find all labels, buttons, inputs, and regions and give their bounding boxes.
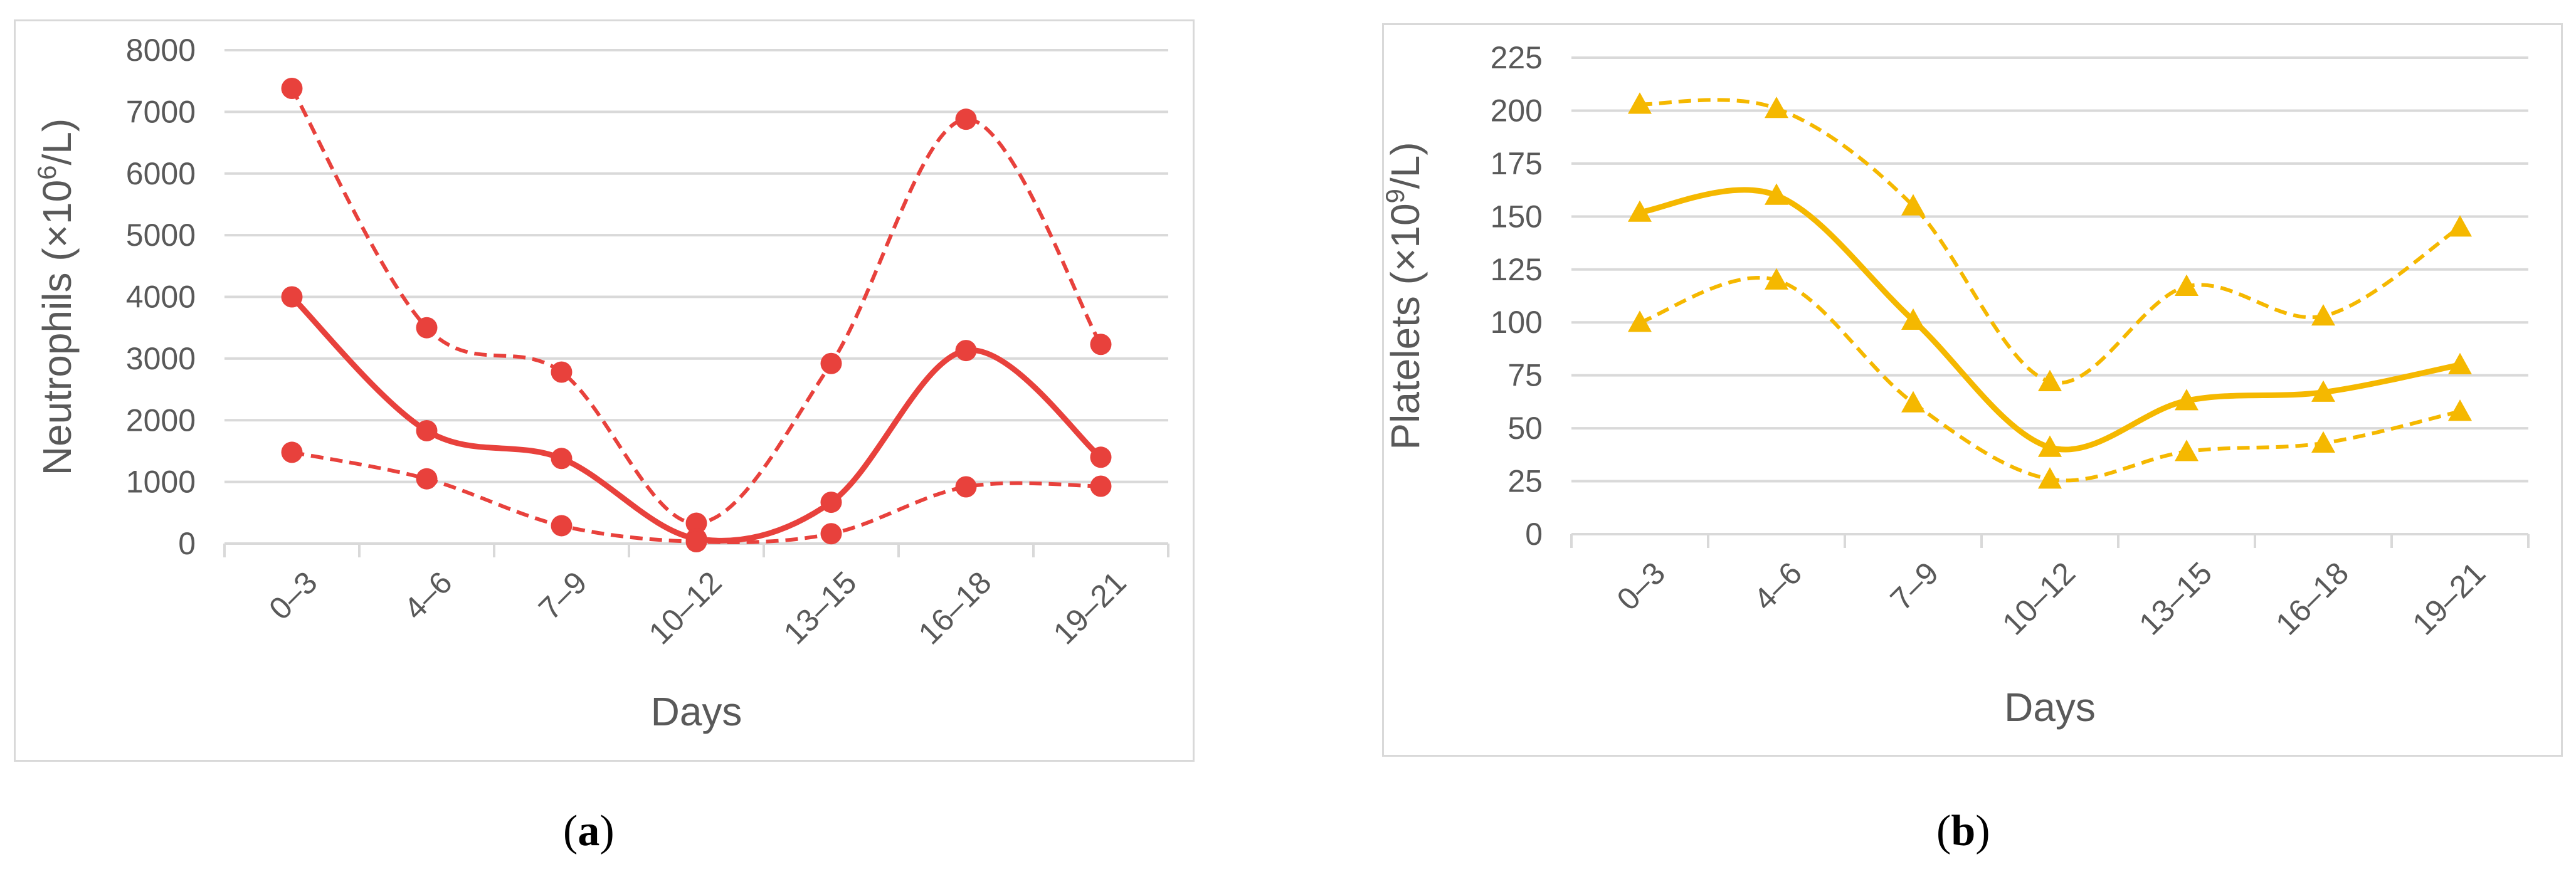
data-point	[2448, 399, 2472, 421]
data-point	[2175, 274, 2199, 296]
y-tick-label: 8000	[126, 33, 196, 68]
data-point	[1090, 446, 1112, 468]
y-tick-label: 0	[178, 526, 196, 561]
data-point	[2038, 435, 2062, 457]
x-tick-label: 7–9	[532, 565, 594, 627]
y-tick-label: 225	[1491, 40, 1543, 75]
data-point	[820, 492, 842, 513]
data-point	[2038, 369, 2062, 391]
y-axis-label: Neutrophils (×106/L)	[32, 118, 80, 475]
data-point	[955, 108, 977, 130]
data-point	[685, 512, 707, 534]
y-tick-label: 0	[1525, 517, 1543, 552]
y-tick-label: 2000	[126, 403, 196, 438]
y-tick-label: 7000	[126, 94, 196, 129]
x-tick-label: 10–12	[642, 565, 729, 651]
data-point	[1628, 92, 1652, 114]
data-point	[1090, 334, 1112, 355]
platelets-chart: 0 25 50 75 100 125 150 175 200 225 0–3 4–6 7–9 10–12…	[1384, 40, 2530, 730]
y-tick-label: 100	[1491, 305, 1543, 340]
caption-a: (a)	[563, 807, 615, 855]
x-tick-label: 0–3	[1610, 555, 1672, 618]
y-tick-label: 50	[1507, 411, 1543, 446]
data-point	[2175, 440, 2199, 461]
x-axis-label: Days	[651, 689, 742, 734]
data-point	[820, 523, 842, 545]
x-tick-label: 16–18	[912, 565, 998, 651]
caption-b: (b)	[1936, 807, 1990, 855]
x-tick-label: 4–6	[397, 565, 459, 627]
data-point	[2448, 352, 2472, 374]
data-point	[955, 340, 977, 362]
data-point	[1901, 391, 1925, 413]
data-point	[2038, 467, 2062, 489]
y-tick-label: 175	[1491, 146, 1543, 181]
y-tick-label: 5000	[126, 218, 196, 253]
x-tick-label: 7–9	[1884, 555, 1946, 618]
data-point	[1765, 268, 1788, 290]
data-point	[281, 441, 303, 463]
data-point	[416, 468, 438, 490]
x-tick-label: 19–21	[2405, 555, 2492, 642]
data-point	[955, 476, 977, 498]
y-tick-label: 25	[1507, 464, 1543, 499]
data-point	[1765, 97, 1788, 118]
y-tick-label: 125	[1491, 252, 1543, 287]
data-point	[551, 361, 573, 383]
data-point	[281, 77, 303, 99]
data-point	[1901, 308, 1925, 330]
data-point	[1628, 200, 1652, 222]
data-point	[1765, 183, 1788, 205]
x-tick-label: 4–6	[1747, 555, 1809, 618]
data-point	[2311, 431, 2335, 453]
data-point	[1901, 194, 1925, 216]
data-point	[2311, 380, 2335, 402]
data-point	[416, 317, 438, 339]
y-tick-label: 6000	[126, 156, 196, 191]
data-point	[2175, 389, 2199, 411]
chart-panel-platelets: 0 25 50 75 100 125 150 175 200 225 0–3 4–6 7–9 10–12…	[1382, 23, 2563, 757]
data-point	[820, 352, 842, 374]
data-point	[2311, 304, 2335, 326]
x-tick-label: 19–21	[1047, 565, 1133, 651]
y-tick-label: 75	[1507, 358, 1543, 393]
data-point	[281, 286, 303, 308]
y-tick-label: 3000	[126, 341, 196, 376]
series-line-1	[290, 87, 1103, 525]
y-tick-label: 1000	[126, 465, 196, 500]
data-point	[551, 448, 573, 470]
series-line-2	[290, 295, 1103, 544]
data-point	[1090, 475, 1112, 497]
data-point	[551, 515, 573, 537]
y-tick-label: 200	[1491, 93, 1543, 128]
x-tick-label: 0–3	[262, 565, 324, 627]
y-tick-label: 4000	[126, 280, 196, 315]
x-axis-label: Days	[2004, 685, 2096, 730]
series-line-1	[1639, 98, 2461, 385]
x-tick-label: 16–18	[2269, 555, 2355, 642]
neutrophils-chart: 0 1000 2000 3000 4000 5000 6000 7000 8000 0–3 4–6…	[32, 33, 1169, 734]
y-tick-label: 150	[1491, 199, 1543, 234]
x-tick-label: 10–12	[1995, 555, 2082, 642]
data-point	[1628, 310, 1652, 332]
series-line-2	[1639, 187, 2461, 453]
x-tick-label: 13–15	[2132, 555, 2219, 642]
data-point	[685, 531, 707, 553]
data-point	[416, 419, 438, 441]
chart-panel-neutrophils: 0 1000 2000 3000 4000 5000 6000 7000 8000 0–3 4–6…	[14, 19, 1195, 762]
data-point	[2448, 215, 2472, 237]
y-axis-label: Platelets (×109/L)	[1384, 142, 1428, 450]
x-tick-label: 13–15	[777, 565, 863, 651]
